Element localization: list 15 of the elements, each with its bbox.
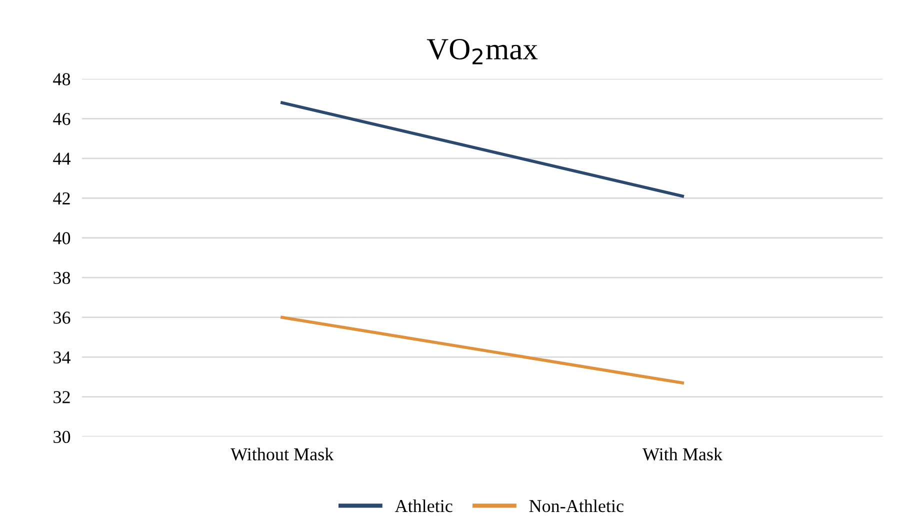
legend-label: Athletic	[394, 499, 452, 512]
x-tick-label: Without Mask	[230, 448, 334, 460]
y-tick-label: 30	[54, 430, 70, 444]
y-tick-label: 36	[54, 312, 70, 324]
y-tick-label: 42	[53, 192, 70, 204]
y-tick-label: 48	[53, 73, 70, 86]
chart-title: VO$_{2}$max	[426, 38, 538, 64]
y-tick-label: 46	[53, 112, 70, 126]
y-tick-label: 38	[54, 272, 70, 284]
y-tick-label: 44	[53, 152, 71, 165]
x-tick-label: With Mask	[642, 448, 723, 460]
y-tick-label: 34	[54, 351, 71, 364]
y-tick-label: 32	[54, 391, 70, 404]
legend-label: Non-Athletic	[529, 499, 624, 512]
y-tick-label: 40	[53, 232, 70, 244]
